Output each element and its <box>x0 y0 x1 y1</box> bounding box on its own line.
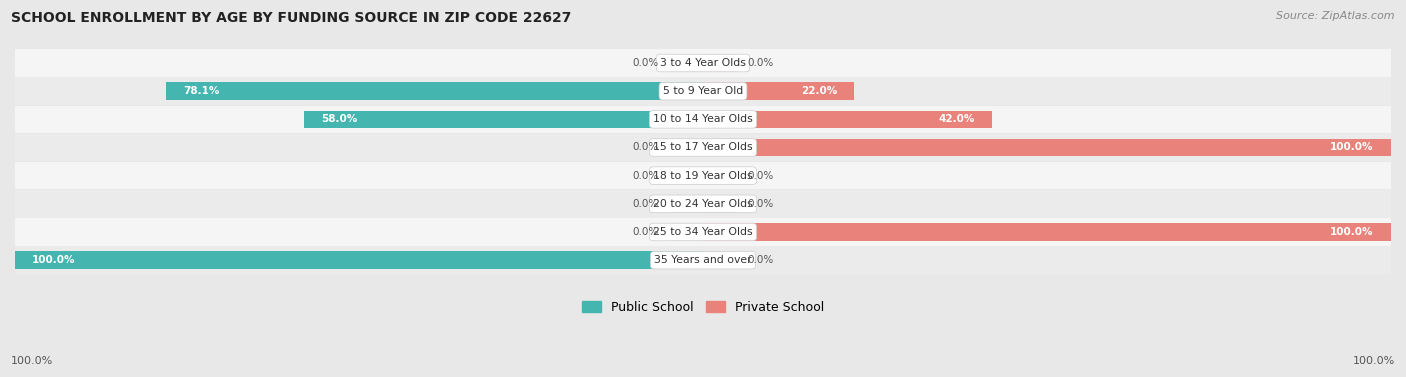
Text: 100.0%: 100.0% <box>32 255 76 265</box>
Text: 18 to 19 Year Olds: 18 to 19 Year Olds <box>654 171 752 181</box>
Bar <box>703 223 1391 241</box>
Bar <box>304 110 703 128</box>
Bar <box>15 190 1391 218</box>
Bar <box>15 134 1391 161</box>
Bar <box>15 106 1391 133</box>
Bar <box>669 54 703 72</box>
Text: 0.0%: 0.0% <box>633 143 658 153</box>
Bar <box>703 251 737 269</box>
Bar <box>669 139 703 156</box>
Bar <box>166 83 703 100</box>
Text: 0.0%: 0.0% <box>748 171 773 181</box>
Text: 0.0%: 0.0% <box>633 171 658 181</box>
Text: 100.0%: 100.0% <box>1330 143 1374 153</box>
Text: 0.0%: 0.0% <box>748 199 773 209</box>
Text: 0.0%: 0.0% <box>633 227 658 237</box>
Bar <box>703 195 737 213</box>
Bar <box>703 167 737 184</box>
Text: 0.0%: 0.0% <box>748 255 773 265</box>
Text: 35 Years and over: 35 Years and over <box>654 255 752 265</box>
Bar <box>15 49 1391 77</box>
Bar <box>669 195 703 213</box>
Bar <box>15 246 1391 274</box>
Text: 5 to 9 Year Old: 5 to 9 Year Old <box>662 86 744 96</box>
Bar <box>669 223 703 241</box>
Bar <box>703 110 993 128</box>
Bar <box>669 167 703 184</box>
Text: 100.0%: 100.0% <box>1330 227 1374 237</box>
Bar <box>15 218 1391 246</box>
Text: 15 to 17 Year Olds: 15 to 17 Year Olds <box>654 143 752 153</box>
Text: 0.0%: 0.0% <box>633 199 658 209</box>
Bar <box>703 54 737 72</box>
Text: 10 to 14 Year Olds: 10 to 14 Year Olds <box>654 114 752 124</box>
Text: 22.0%: 22.0% <box>801 86 837 96</box>
Text: Source: ZipAtlas.com: Source: ZipAtlas.com <box>1277 11 1395 21</box>
Bar <box>15 77 1391 105</box>
Text: 78.1%: 78.1% <box>183 86 219 96</box>
Bar <box>703 83 855 100</box>
Text: 58.0%: 58.0% <box>321 114 357 124</box>
Text: 20 to 24 Year Olds: 20 to 24 Year Olds <box>654 199 752 209</box>
Text: 25 to 34 Year Olds: 25 to 34 Year Olds <box>654 227 752 237</box>
Text: 42.0%: 42.0% <box>938 114 974 124</box>
Text: 0.0%: 0.0% <box>633 58 658 68</box>
Text: 3 to 4 Year Olds: 3 to 4 Year Olds <box>659 58 747 68</box>
Text: 0.0%: 0.0% <box>748 58 773 68</box>
Bar <box>15 251 703 269</box>
Bar <box>703 139 1391 156</box>
Text: 100.0%: 100.0% <box>1353 356 1395 366</box>
Text: SCHOOL ENROLLMENT BY AGE BY FUNDING SOURCE IN ZIP CODE 22627: SCHOOL ENROLLMENT BY AGE BY FUNDING SOUR… <box>11 11 572 25</box>
Bar <box>15 162 1391 190</box>
Text: 100.0%: 100.0% <box>11 356 53 366</box>
Legend: Public School, Private School: Public School, Private School <box>578 297 828 317</box>
